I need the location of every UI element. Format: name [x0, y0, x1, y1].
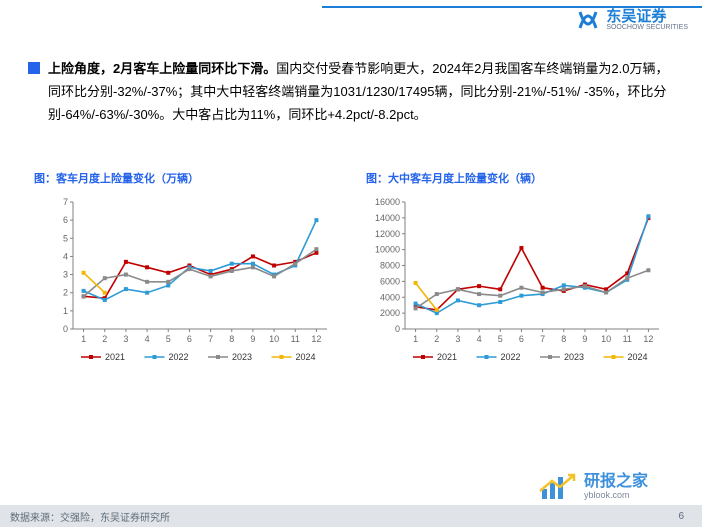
svg-text:11: 11	[623, 334, 632, 344]
svg-text:2: 2	[434, 334, 439, 344]
svg-text:2021: 2021	[437, 352, 457, 362]
svg-text:12: 12	[643, 334, 653, 344]
svg-text:2022: 2022	[501, 352, 521, 362]
brand-logo: 东吴证券 SOOCHOW SECURITIES	[576, 8, 688, 32]
svg-text:3: 3	[63, 270, 68, 280]
svg-text:10: 10	[601, 334, 611, 344]
brand-logo-text: 东吴证券 SOOCHOW SECURITIES	[606, 9, 688, 31]
chart-left-title: 图：客车月度上险量变化（万辆）	[34, 170, 336, 186]
watermark: 研报之家 yblook.com	[538, 473, 648, 501]
watermark-icon	[538, 473, 578, 501]
svg-text:0: 0	[395, 324, 400, 334]
svg-text:2000: 2000	[380, 308, 400, 318]
body-text: 上险角度，2月客车上险量同环比下滑。国内交付受春节影响更大，2024年2月我国客…	[48, 58, 674, 126]
svg-text:11: 11	[291, 334, 300, 344]
bullet-paragraph: 上险角度，2月客车上险量同环比下滑。国内交付受春节影响更大，2024年2月我国客…	[28, 58, 674, 126]
svg-text:3: 3	[123, 334, 128, 344]
svg-text:2023: 2023	[564, 352, 584, 362]
footer-bar: 数据来源：交强险，东吴证券研究所 6	[0, 505, 702, 527]
bullet-marker-icon	[28, 62, 40, 74]
svg-text:14000: 14000	[375, 213, 400, 223]
svg-text:2024: 2024	[296, 352, 316, 362]
svg-text:1: 1	[81, 334, 86, 344]
svg-text:8: 8	[229, 334, 234, 344]
svg-text:4: 4	[145, 334, 150, 344]
svg-text:7: 7	[63, 197, 68, 207]
chart-right-title: 图：大中客车月度上险量变化（辆）	[366, 170, 668, 186]
header-bar: 客车上险：2月客车上险量同环比下滑 东吴证券 SOOCHOW SECURITIE…	[0, 0, 702, 46]
svg-text:7: 7	[208, 334, 213, 344]
footer-page-number: 6	[678, 511, 684, 522]
svg-text:9: 9	[250, 334, 255, 344]
watermark-cn: 研报之家	[584, 474, 648, 490]
svg-text:8: 8	[561, 334, 566, 344]
svg-text:6: 6	[63, 215, 68, 225]
svg-text:10000: 10000	[375, 245, 400, 255]
content-area: 上险角度，2月客车上险量同环比下滑。国内交付受春节影响更大，2024年2月我国客…	[0, 46, 702, 374]
charts-row: 图：客车月度上险量变化（万辆） 012345671234567891011122…	[28, 170, 674, 374]
chart-right: 0200040006000800010000120001400016000123…	[366, 194, 668, 369]
page-title: 客车上险：2月客车上险量同环比下滑	[0, 6, 322, 38]
page-title-text: 客车上险：2月客车上险量同环比下滑	[10, 9, 308, 35]
svg-text:4: 4	[63, 252, 68, 262]
svg-text:5: 5	[166, 334, 171, 344]
svg-text:6: 6	[519, 334, 524, 344]
watermark-text: 研报之家 yblook.com	[584, 474, 648, 501]
brand-logo-icon	[576, 8, 600, 32]
svg-text:3: 3	[455, 334, 460, 344]
footer-source: 数据来源：交强险，东吴证券研究所	[10, 509, 170, 524]
svg-text:10: 10	[269, 334, 279, 344]
svg-text:8000: 8000	[380, 261, 400, 271]
body-text-lead: 上险角度，2月客车上险量同环比下滑。	[48, 61, 276, 76]
brand-logo-en: SOOCHOW SECURITIES	[606, 24, 688, 31]
watermark-en: yblook.com	[584, 490, 648, 501]
svg-text:0: 0	[63, 324, 68, 334]
svg-text:2023: 2023	[232, 352, 252, 362]
svg-text:5: 5	[498, 334, 503, 344]
svg-text:5: 5	[63, 234, 68, 244]
brand-logo-cn: 东吴证券	[606, 9, 688, 24]
svg-text:7: 7	[540, 334, 545, 344]
svg-text:4000: 4000	[380, 293, 400, 303]
svg-text:16000: 16000	[375, 197, 400, 207]
svg-text:2: 2	[63, 288, 68, 298]
svg-text:1: 1	[63, 306, 68, 316]
svg-text:1: 1	[413, 334, 418, 344]
svg-text:2021: 2021	[105, 352, 125, 362]
chart-left-column: 图：客车月度上险量变化（万辆） 012345671234567891011122…	[34, 170, 336, 374]
svg-text:2: 2	[102, 334, 107, 344]
svg-text:2024: 2024	[628, 352, 648, 362]
chart-left: 012345671234567891011122021202220232024	[34, 194, 336, 369]
svg-text:6000: 6000	[380, 277, 400, 287]
svg-text:12000: 12000	[375, 229, 400, 239]
svg-text:6: 6	[187, 334, 192, 344]
svg-text:12: 12	[311, 334, 321, 344]
svg-text:4: 4	[477, 334, 482, 344]
svg-text:2022: 2022	[169, 352, 189, 362]
svg-text:9: 9	[582, 334, 587, 344]
chart-right-column: 图：大中客车月度上险量变化（辆） 0 2000 4000 6000 8000 10000 1…	[366, 170, 668, 374]
